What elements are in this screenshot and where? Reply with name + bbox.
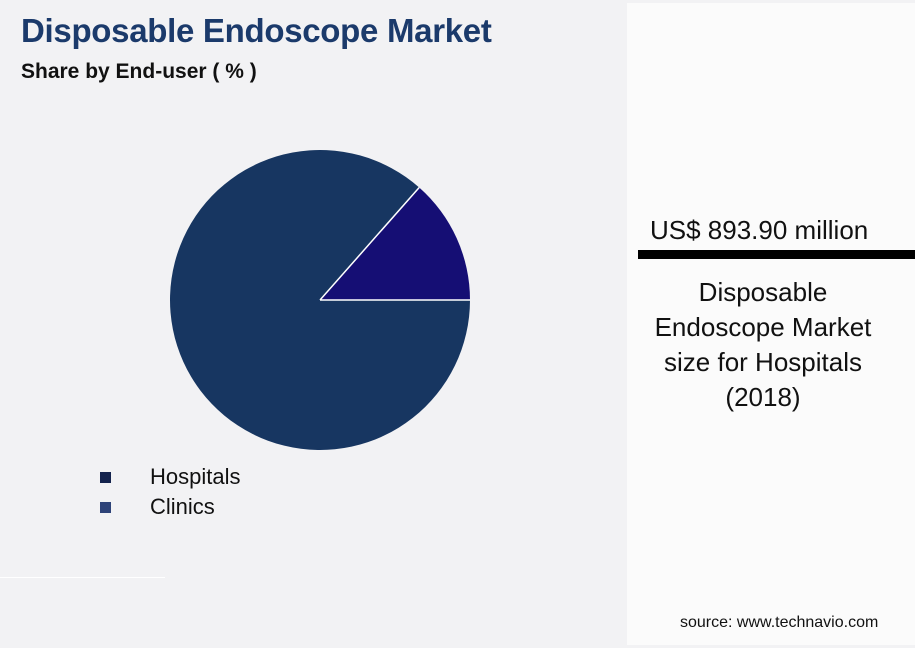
divider <box>0 577 165 578</box>
legend-item-hospitals: Hospitals <box>100 462 240 492</box>
highlight-value: US$ 893.90 million <box>650 215 869 245</box>
pie-chart-svg <box>170 149 471 450</box>
legend-label: Hospitals <box>150 464 241 489</box>
legend-item-clinics: Clinics <box>100 492 240 522</box>
highlight-divider-bar <box>638 250 915 259</box>
legend-label: Clinics <box>150 494 215 519</box>
legend-swatch-clinics <box>100 501 111 513</box>
highlight-description: Disposable Endoscope Market size for Hos… <box>654 277 872 412</box>
pie-slice-clinics <box>320 187 470 300</box>
pie-chart <box>170 149 471 450</box>
chart-title: Disposable Endoscope Market <box>21 12 492 49</box>
source-credit: source: www.technavio.com <box>680 614 879 631</box>
slice-separator <box>319 186 420 301</box>
chart-subtitle: Share by End-user ( % ) <box>21 60 257 83</box>
legend-swatch-hospitals <box>100 471 111 483</box>
legend: Hospitals Clinics <box>100 462 240 522</box>
highlight-panel <box>627 3 915 645</box>
